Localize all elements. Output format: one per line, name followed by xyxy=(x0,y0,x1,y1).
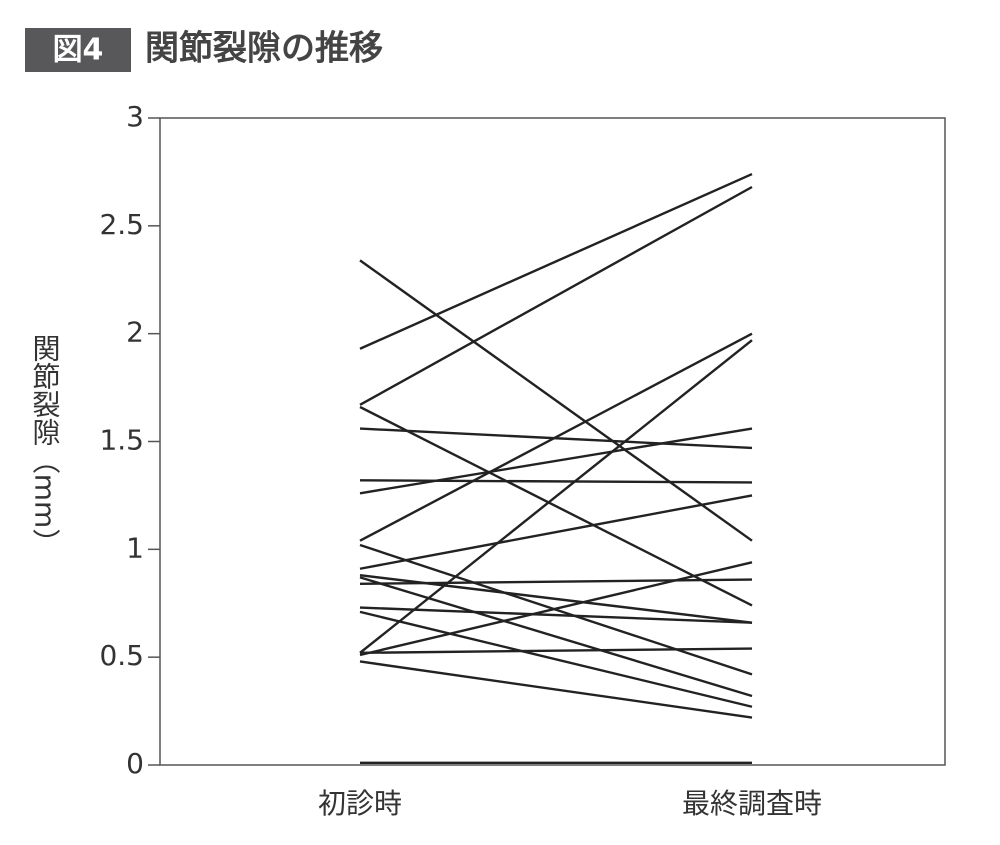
y-tick-label: 2 xyxy=(126,316,144,349)
slope-line xyxy=(359,427,753,495)
plot-frame xyxy=(159,117,946,766)
slope-line xyxy=(359,479,753,484)
x-tick-label: 最終調査時 xyxy=(682,787,822,820)
x-tick-label: 初診時 xyxy=(318,787,402,820)
slope-line xyxy=(359,606,753,624)
slope-line xyxy=(359,576,753,698)
y-axis-label: 関節裂隙（mm） xyxy=(29,334,62,557)
y-tick-label: 0.5 xyxy=(99,639,144,672)
chart-title: 関節裂隙の推移 xyxy=(145,29,383,69)
slope-line xyxy=(359,259,753,542)
y-tick-label: 1.5 xyxy=(99,424,144,457)
slope-line xyxy=(359,332,753,542)
slope-line xyxy=(359,647,753,655)
y-tick-label: 0 xyxy=(126,747,144,780)
slope-line xyxy=(359,494,753,570)
slope-line xyxy=(359,185,753,406)
slope-line xyxy=(359,339,753,654)
slope-line xyxy=(359,610,753,708)
slope-line xyxy=(359,405,753,607)
y-tick-label: 1 xyxy=(126,531,144,564)
slope-line xyxy=(359,578,753,586)
slope-line xyxy=(359,172,753,350)
slope-line xyxy=(359,660,753,719)
badge-box xyxy=(25,28,131,72)
badge: 図4 xyxy=(53,33,104,68)
y-tick-label: 3 xyxy=(126,100,144,133)
slope-line xyxy=(359,561,753,657)
y-tick-label: 2.5 xyxy=(99,208,144,241)
